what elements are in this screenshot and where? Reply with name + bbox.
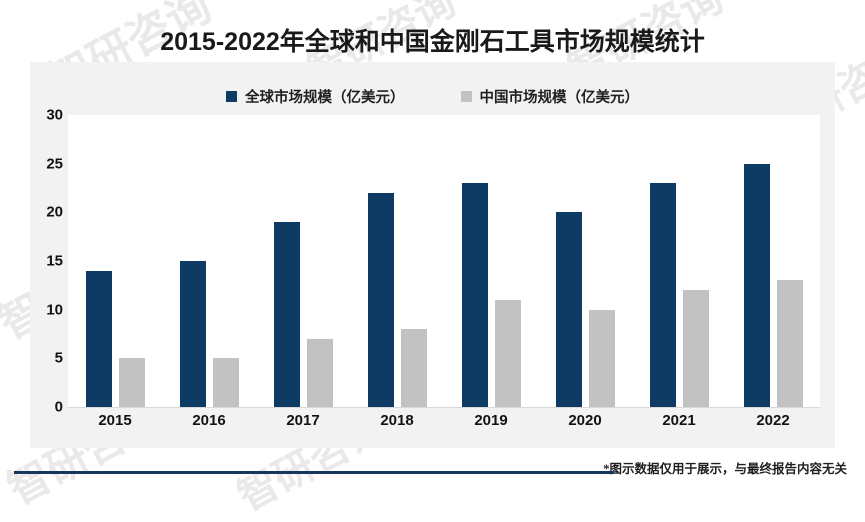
x-axis-tick-label: 2016 xyxy=(192,412,226,429)
y-axis-tick-label: 20 xyxy=(46,203,63,221)
legend-item-global[interactable]: 全球市场规模（亿美元） xyxy=(226,86,405,107)
bar-china[interactable] xyxy=(682,290,709,407)
x-axis: 2015 2016 2017 2018 2019 2020 2021 2022 xyxy=(68,412,820,429)
bar-global[interactable] xyxy=(743,163,770,407)
bar-global[interactable] xyxy=(85,270,112,407)
chart-panel: 全球市场规模（亿美元） 中国市场规模（亿美元） 0 5 10 15 20 25 30 201… xyxy=(30,62,835,448)
chart-title: 2015-2022年全球和中国金刚石工具市场规模统计 xyxy=(160,28,705,56)
x-axis-tick-label: 2018 xyxy=(380,412,414,429)
chart-legend: 全球市场规模（亿美元） 中国市场规模（亿美元） xyxy=(30,86,835,107)
bar-group xyxy=(85,115,145,407)
legend-swatch-china-icon xyxy=(460,91,472,102)
bar-group xyxy=(461,115,521,407)
bar-global[interactable] xyxy=(461,183,488,407)
legend-item-china[interactable]: 中国市场规模（亿美元） xyxy=(460,86,640,107)
y-axis-tick-label: 5 xyxy=(54,349,63,367)
bar-global[interactable] xyxy=(555,212,582,407)
bar-china[interactable] xyxy=(776,280,803,407)
x-axis-tick-label: 2017 xyxy=(286,412,320,429)
bar-global[interactable] xyxy=(367,192,394,407)
bar-china[interactable] xyxy=(400,329,427,407)
legend-label-china: 中国市场规模（亿美元） xyxy=(479,90,640,106)
bar-group xyxy=(555,115,615,407)
bar-china[interactable] xyxy=(588,309,615,407)
bar-group xyxy=(743,115,803,407)
bar-china[interactable] xyxy=(494,299,521,407)
bottom-rule-divider xyxy=(14,471,614,474)
bar-groups xyxy=(68,115,820,407)
x-axis-tick-label: 2022 xyxy=(756,412,790,429)
bar-global[interactable] xyxy=(649,183,676,407)
bar-global[interactable] xyxy=(179,261,206,407)
bar-group xyxy=(649,115,709,407)
y-axis-tick-label: 15 xyxy=(46,252,63,270)
bar-global[interactable] xyxy=(273,222,300,407)
plot-area xyxy=(68,115,820,408)
bar-china[interactable] xyxy=(118,358,145,407)
footnote-text: *图示数据仅用于展示，与最终报告内容无关 xyxy=(603,462,847,476)
bar-group xyxy=(273,115,333,407)
y-axis: 0 5 10 15 20 25 30 xyxy=(30,107,63,416)
x-axis-tick-label: 2019 xyxy=(474,412,508,429)
x-axis-tick-label: 2021 xyxy=(662,412,696,429)
legend-label-global: 全球市场规模（亿美元） xyxy=(245,90,405,106)
bar-group xyxy=(367,115,427,407)
bar-group xyxy=(179,115,239,407)
y-axis-tick-label: 30 xyxy=(46,106,63,124)
bar-china[interactable] xyxy=(212,358,239,407)
x-axis-tick-label: 2015 xyxy=(98,412,132,429)
y-axis-tick-label: 0 xyxy=(54,398,63,416)
legend-swatch-global-icon xyxy=(226,91,237,102)
x-axis-tick-label: 2020 xyxy=(568,412,602,429)
bar-china[interactable] xyxy=(306,338,333,407)
y-axis-tick-label: 10 xyxy=(46,301,63,319)
y-axis-tick-label: 25 xyxy=(46,155,63,173)
